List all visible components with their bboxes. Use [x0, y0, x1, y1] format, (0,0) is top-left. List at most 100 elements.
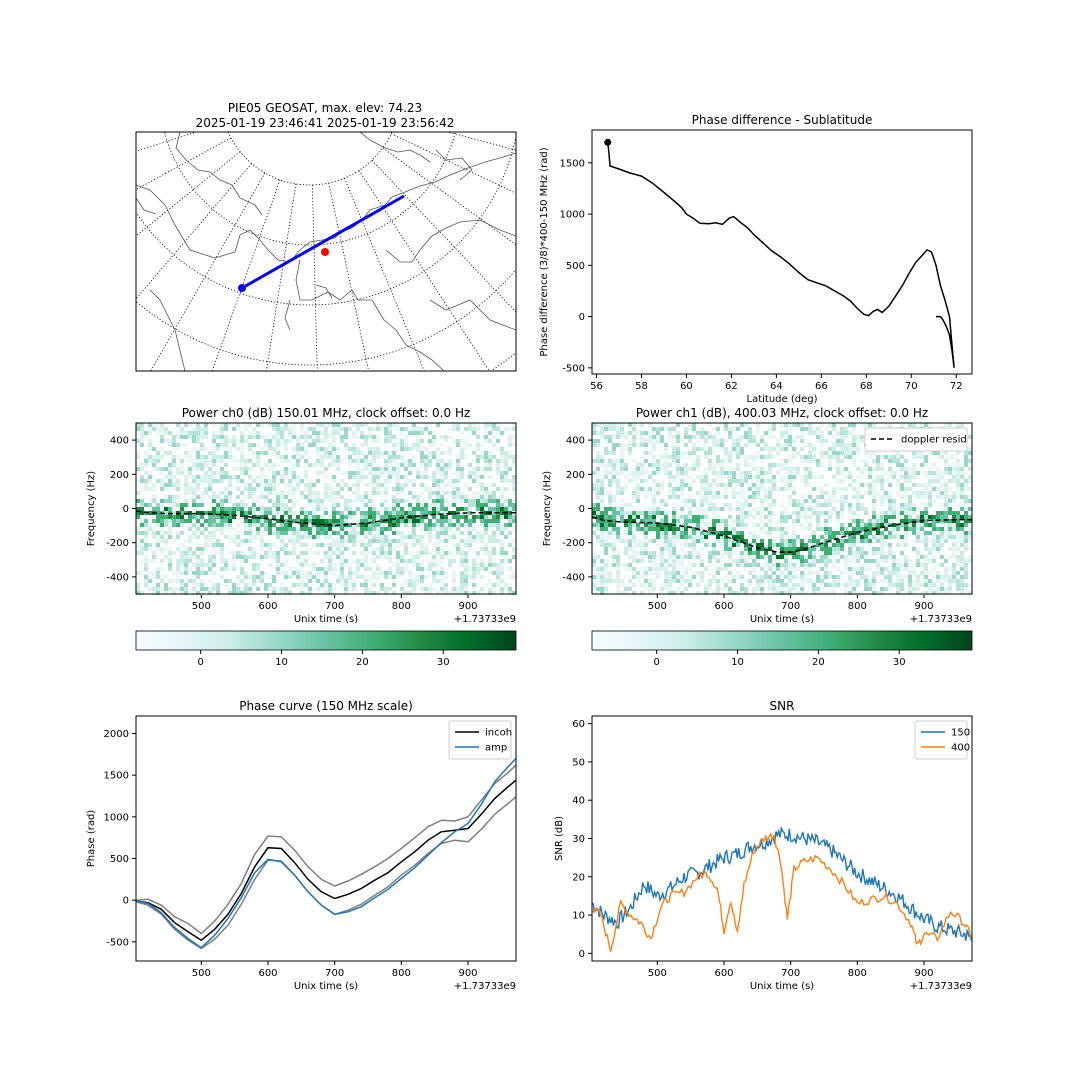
spectrogram-cell [380, 539, 384, 543]
spectrogram-cell [292, 519, 296, 523]
spectrogram-cell [728, 475, 732, 479]
spectrogram-cell [244, 483, 248, 487]
spectrogram-cell [692, 551, 696, 555]
spectrogram-cell [304, 519, 308, 523]
spectrogram-cell [144, 579, 148, 583]
spectrogram-cell [608, 535, 612, 539]
spectrogram-cell [896, 479, 900, 483]
spectrogram-cell [472, 515, 476, 519]
spectrogram-cell [196, 451, 200, 455]
spectrogram-cell [856, 551, 860, 555]
spectrogram-cell [444, 531, 448, 535]
spectrogram-cell [488, 495, 492, 499]
spectrogram-cell [200, 551, 204, 555]
spectrogram-cell [624, 551, 628, 555]
spectrogram-cell [204, 491, 208, 495]
spectrogram-cell [848, 539, 852, 543]
spectrogram-cell [384, 423, 388, 427]
spectrogram-cell [404, 543, 408, 547]
spectrogram-cell [300, 563, 304, 567]
spectrogram-cell [852, 527, 856, 531]
spectrogram-cell [248, 519, 252, 523]
spectrogram-cell [736, 559, 740, 563]
spectrogram-cell [352, 451, 356, 455]
spectrogram-cell [908, 571, 912, 575]
spectrogram-cell [732, 535, 736, 539]
spectrogram-cell [232, 503, 236, 507]
spectrogram-cell [852, 487, 856, 491]
spectrogram-cell [488, 515, 492, 519]
spectrogram-cell [764, 531, 768, 535]
spectrogram-cell [652, 519, 656, 523]
spectrogram-cell [800, 503, 804, 507]
spectrogram-cell [216, 511, 220, 515]
spectrogram-cell [196, 511, 200, 515]
spectrogram-cell [728, 531, 732, 535]
spectrogram-cell [204, 423, 208, 427]
y-tick-label: -200 [106, 538, 129, 549]
spectrogram-cell [592, 459, 596, 463]
spectrogram-cell [744, 559, 748, 563]
spectrogram-cell [804, 443, 808, 447]
spectrogram-cell [652, 499, 656, 503]
spectrogram-cell [280, 547, 284, 551]
spectrogram-cell [608, 459, 612, 463]
spectrogram-cell [160, 515, 164, 519]
spectrogram-cell [700, 499, 704, 503]
spectrogram-cell [900, 519, 904, 523]
spectrogram-cell [144, 575, 148, 579]
spectrogram-cell [776, 463, 780, 467]
spectrogram-cell [856, 527, 860, 531]
spectrogram-cell [844, 551, 848, 555]
spectrogram-cell [272, 511, 276, 515]
spectrogram-cell [432, 455, 436, 459]
spectrogram-cell [180, 511, 184, 515]
spectrogram-cell [724, 471, 728, 475]
spectrogram-cell [160, 579, 164, 583]
spectrogram-cell [312, 567, 316, 571]
spectrogram-cell [748, 471, 752, 475]
spectrogram-cell [176, 559, 180, 563]
spectrogram-cell [808, 423, 812, 427]
spectrogram-cell [660, 483, 664, 487]
spectrogram-cell [448, 483, 452, 487]
spectrogram-cell [176, 443, 180, 447]
spectrogram-cell [732, 475, 736, 479]
spectrogram-cell [712, 435, 716, 439]
spectrogram-cell [932, 559, 936, 563]
spectrogram-cell [820, 547, 824, 551]
spectrogram-cell [504, 587, 508, 591]
spectrogram-cell [280, 475, 284, 479]
spectrogram-cell [452, 471, 456, 475]
spectrogram-cell [788, 427, 792, 431]
spectrogram-cell [176, 523, 180, 527]
spectrogram-cell [316, 451, 320, 455]
spectrogram-cell [480, 467, 484, 471]
spectrogram-cell [852, 447, 856, 451]
spectrogram-cell [380, 543, 384, 547]
spectrogram-cell [608, 527, 612, 531]
spectrogram-cell [720, 463, 724, 467]
spectrogram-cell [320, 543, 324, 547]
spectrogram-cell [248, 547, 252, 551]
spectrogram-cell [696, 515, 700, 519]
spectrogram-cell [796, 567, 800, 571]
spectrogram-cell [644, 547, 648, 551]
spectrogram-cell [416, 447, 420, 451]
spectrogram-cell [668, 579, 672, 583]
spectrogram-cell [432, 547, 436, 551]
spectrogram-cell [724, 427, 728, 431]
spectrogram-cell [488, 507, 492, 511]
spectrogram-cell [232, 559, 236, 563]
spectrogram-cell [224, 519, 228, 523]
spectrogram-cell [748, 455, 752, 459]
spectrogram-cell [668, 491, 672, 495]
spectrogram-cell [764, 575, 768, 579]
spectrogram-cell [812, 555, 816, 559]
spectrogram-cell [496, 567, 500, 571]
spectrogram-cell [368, 575, 372, 579]
spectrogram-cell [236, 503, 240, 507]
spectrogram-cell [728, 555, 732, 559]
spectrogram-cell [768, 463, 772, 467]
